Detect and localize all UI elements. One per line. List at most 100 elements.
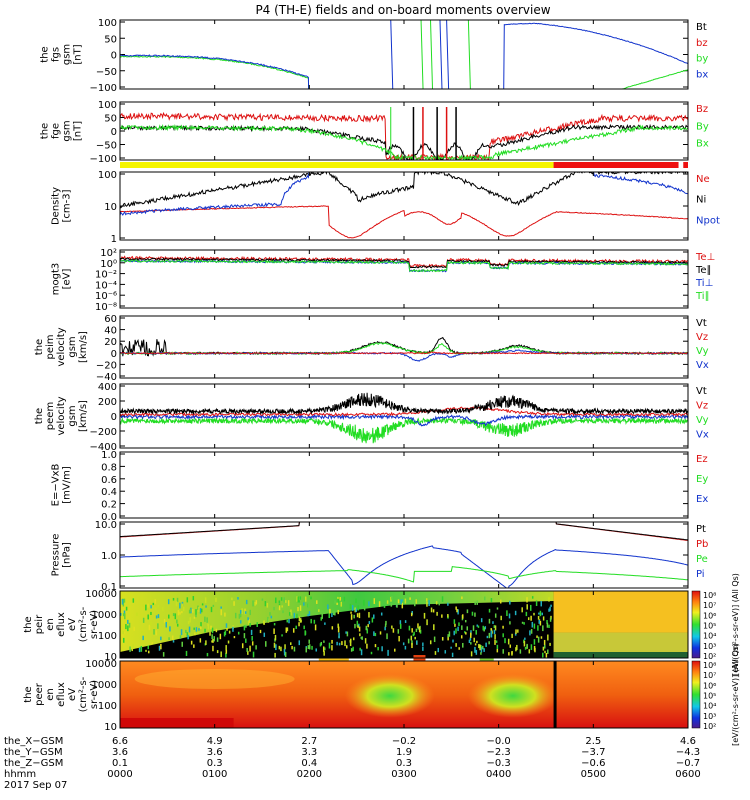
peir-speck <box>224 612 226 617</box>
peir-speck <box>332 610 335 616</box>
ylabel-line: eflux <box>56 682 67 707</box>
peir-speck <box>511 650 513 655</box>
peim-series <box>120 336 688 362</box>
legend-bz: bz <box>696 38 708 49</box>
peir-speck <box>361 636 363 640</box>
peir-speck <box>201 608 203 613</box>
peir-speck <box>379 631 382 635</box>
peir-speck <box>542 652 544 658</box>
peem-series <box>120 392 688 444</box>
peir-speck <box>465 632 467 635</box>
legend-te∥: Te∥ <box>695 265 712 276</box>
peir-speck <box>470 632 472 638</box>
ylabel-line: the <box>34 408 45 424</box>
peir-speck <box>225 649 228 654</box>
legend-by: By <box>696 121 709 132</box>
peir-speck <box>324 647 326 651</box>
legend-vy: Vy <box>696 346 709 357</box>
peir-speck <box>209 631 211 636</box>
peir-speck <box>541 612 543 616</box>
y-tick-label: 10 <box>104 202 117 213</box>
y-tick-label: 10 <box>104 652 117 663</box>
peir-speck <box>181 603 184 607</box>
peir-speck <box>383 605 386 608</box>
footer-value: 1.9 <box>396 747 412 758</box>
peir-speck <box>353 614 355 619</box>
y-tick-label: 100 <box>98 701 117 712</box>
peir-speck <box>455 643 457 647</box>
peir-speck <box>151 642 154 645</box>
peir-speck <box>523 640 526 647</box>
ylabel-line: [eV] <box>62 269 73 290</box>
peir-speck <box>500 615 502 621</box>
peir-speck <box>547 634 549 641</box>
peir-speck <box>123 610 126 616</box>
legend-pb: Pb <box>696 539 708 550</box>
colorbar-tick: 10⁶ <box>703 611 716 620</box>
peir-speck <box>531 621 534 628</box>
peir-speck <box>447 602 449 606</box>
peir-speck <box>480 645 482 648</box>
peir-speck <box>278 603 281 608</box>
peir-speck <box>531 596 534 599</box>
panel-frame <box>119 19 689 90</box>
y-tick-label: 100 <box>98 18 117 29</box>
peir-speck <box>475 630 477 635</box>
peir-speck <box>535 600 538 607</box>
peir-speck <box>127 619 129 624</box>
peir-speck <box>252 600 254 607</box>
y-tick-label: 10⁻⁶ <box>95 291 117 302</box>
footer-value: 6.6 <box>112 736 128 747</box>
peir-speck <box>158 645 161 651</box>
peir-speck <box>356 613 359 618</box>
peir-speck <box>142 617 145 623</box>
peir-speck <box>310 596 312 600</box>
y-tick-label: 0 <box>111 51 117 62</box>
panel-ylabel: Pressure [nPa] <box>51 534 73 577</box>
peir-speck <box>251 636 253 641</box>
peir-speck <box>415 599 418 604</box>
peir-speck <box>157 623 159 629</box>
ylabel-line: gsm <box>67 405 78 426</box>
y-tick-label: 100 <box>98 631 117 642</box>
panel-peem: the peem velocity gsm [km/s] 400 200 0 −200 −400 V… <box>34 382 709 453</box>
peir-speck <box>121 633 124 638</box>
pe-line <box>120 566 688 583</box>
peir-speck <box>436 611 438 616</box>
ylabel-line: eV <box>67 688 78 701</box>
peir-speck <box>223 631 226 637</box>
peir-speck <box>548 597 550 600</box>
colorbar-tick: 10⁵ <box>703 622 716 631</box>
y-tick-label: −40 <box>96 372 117 383</box>
peir-speck <box>120 613 122 616</box>
y-tick-label: 10000 <box>85 659 117 670</box>
footer-value: −0.0 <box>487 736 511 747</box>
peer-top-bar-1 <box>318 658 349 661</box>
peir-speck <box>340 601 343 607</box>
footer-value: 0400 <box>486 769 511 780</box>
peir-speck <box>540 636 543 639</box>
peir-speck <box>533 639 536 645</box>
peir-speck <box>307 613 309 617</box>
peir-speck <box>404 598 407 604</box>
footer-value: 3.6 <box>112 747 128 758</box>
peir-speck <box>290 609 292 616</box>
peer-gap <box>553 661 557 728</box>
y-tick-label: 100 <box>98 170 117 181</box>
peir-speck <box>357 605 359 611</box>
peir-speck <box>280 646 282 652</box>
peir-speck <box>540 601 542 607</box>
peir-speck <box>308 644 311 650</box>
peir-speck <box>462 614 464 619</box>
peir-speck <box>334 600 336 604</box>
peer-blob-1 <box>344 673 435 718</box>
peir-speck <box>473 637 475 643</box>
peir-speck <box>206 652 209 657</box>
peir-speck <box>193 616 196 619</box>
peir-speck <box>507 638 510 645</box>
peir-speck <box>307 645 310 650</box>
peir-speck <box>172 613 175 617</box>
peir-speck <box>179 611 181 615</box>
peir-speck <box>464 631 466 634</box>
